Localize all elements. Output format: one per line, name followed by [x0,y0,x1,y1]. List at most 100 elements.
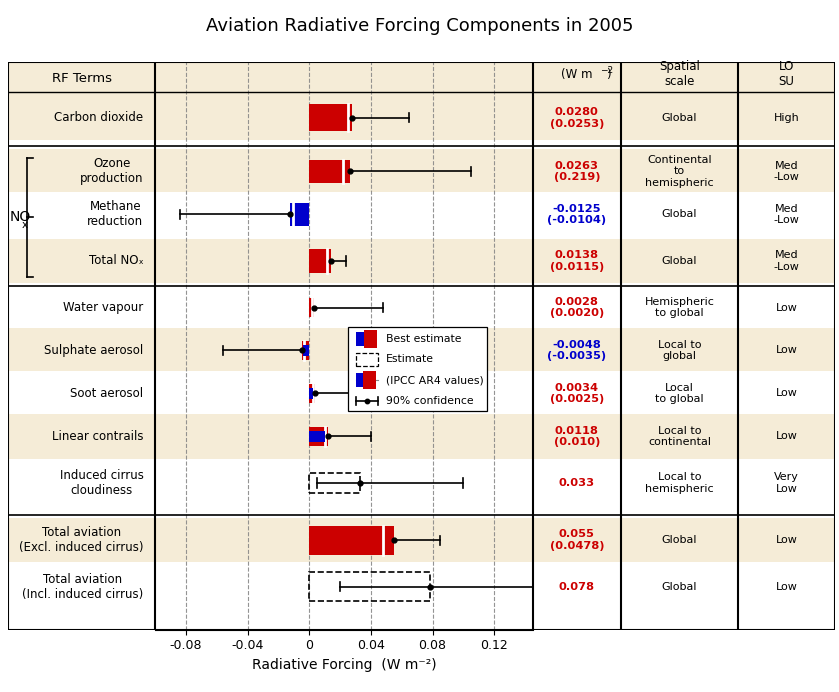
Bar [155,285,533,329]
Text: Sulphate aerosol: Sulphate aerosol [44,344,143,357]
Bar [738,565,835,609]
Bar [621,95,738,140]
Bar [738,415,835,459]
Text: Med
-Low: Med -Low [774,161,800,182]
Bar [155,371,533,416]
Text: Low: Low [775,302,798,313]
Bar [621,328,738,373]
Text: Total NOₓ: Total NOₓ [89,255,143,268]
Text: Local to
global: Local to global [658,340,701,361]
Bar [621,415,738,459]
Bar [310,526,394,554]
Bar [738,192,835,237]
Text: Local to
continental: Local to continental [648,426,711,447]
Text: Low: Low [775,345,798,356]
Bar [310,473,360,493]
Bar [356,331,364,345]
Text: 0.055
(0.0478): 0.055 (0.0478) [550,529,604,551]
Bar [533,62,621,96]
Bar [621,518,738,563]
Text: Total aviation
(Incl. induced cirrus): Total aviation (Incl. induced cirrus) [22,573,143,601]
Bar [310,431,325,441]
Bar [155,518,533,563]
Text: Low: Low [775,431,798,441]
Bar [738,95,835,140]
Text: Hemispheric
to global: Hemispheric to global [644,297,715,318]
Bar [8,149,155,194]
Bar [290,203,310,226]
Bar [8,518,155,563]
Bar [8,192,155,237]
Text: Linear contrails: Linear contrails [52,430,143,443]
Text: Med
-Low: Med -Low [774,203,800,225]
Bar [621,371,738,416]
Bar [621,192,738,237]
Bar [364,329,377,347]
Bar [356,352,378,366]
Bar [310,383,315,403]
Text: Low: Low [775,582,798,592]
Bar [155,62,533,96]
Text: Water vapour: Water vapour [63,301,143,314]
Bar [155,328,533,373]
Text: 0.0280
(0.0253): 0.0280 (0.0253) [550,107,604,129]
Text: 0.0263
(0.219): 0.0263 (0.219) [554,161,600,182]
Text: ): ) [606,68,611,80]
Text: (IPCC AR4 values): (IPCC AR4 values) [386,375,483,385]
Bar [533,95,621,140]
Text: High: High [774,113,800,122]
Text: 0.0034
(0.0025): 0.0034 (0.0025) [550,383,604,404]
Bar [155,461,533,505]
Text: 0.0028
(0.0020): 0.0028 (0.0020) [550,297,604,318]
Bar [310,104,352,131]
Bar [8,461,155,505]
Text: Spatial
scale: Spatial scale [659,60,700,88]
Bar [621,285,738,329]
Bar [8,95,155,140]
Text: Ozone
production: Ozone production [80,158,143,185]
Text: x: x [22,220,28,230]
Bar [621,149,738,194]
Text: Global: Global [662,256,697,266]
Text: Methane
reduction: Methane reduction [87,201,143,228]
Bar [533,328,621,373]
Text: Global: Global [662,582,697,592]
Bar [310,298,314,318]
Bar [533,149,621,194]
Bar [8,565,155,609]
Bar [8,239,155,283]
Text: 0.0118
(0.010): 0.0118 (0.010) [554,426,600,447]
Bar [533,192,621,237]
Bar [621,239,738,283]
Text: Total aviation
(Excl. induced cirrus): Total aviation (Excl. induced cirrus) [19,526,143,554]
Bar [310,426,327,446]
Text: Global: Global [662,210,697,219]
Bar [621,62,738,96]
Text: Continental
to
hemispheric: Continental to hemispheric [645,155,714,188]
Text: Aviation Radiative Forcing Components in 2005: Aviation Radiative Forcing Components in… [206,17,633,35]
Bar [738,518,835,563]
Text: Global: Global [662,535,697,545]
Text: Local to
hemispheric: Local to hemispheric [645,472,714,493]
Bar [155,149,533,194]
Bar [621,565,738,609]
Text: Induced cirrus
cloudiness: Induced cirrus cloudiness [60,469,143,497]
Bar [310,160,350,183]
Bar [533,239,621,283]
Bar [348,327,487,411]
Bar [738,461,835,505]
Text: Med
-Low: Med -Low [774,251,800,272]
Text: Low: Low [775,388,798,399]
Bar [533,285,621,329]
Text: NO: NO [10,210,31,224]
Bar [533,371,621,416]
Text: Soot aerosol: Soot aerosol [70,387,143,400]
Text: Estimate: Estimate [386,354,434,365]
Text: 90% confidence: 90% confidence [386,396,473,406]
Text: 0.078: 0.078 [559,582,595,592]
Text: LO
SU: LO SU [779,60,795,88]
Bar [155,239,533,283]
Text: 0.0138
(0.0115): 0.0138 (0.0115) [550,251,604,272]
Bar [738,62,835,96]
Text: Global: Global [662,113,697,122]
